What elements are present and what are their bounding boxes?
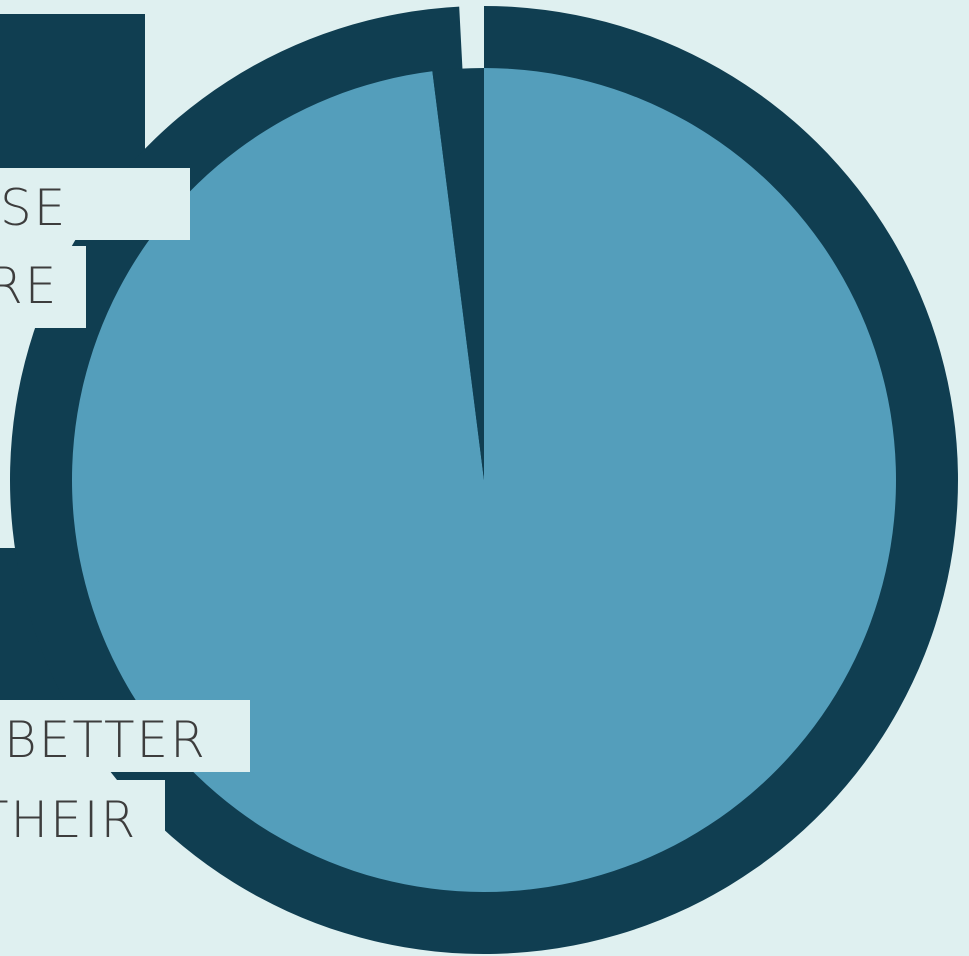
bottom-label-line1: BETTER [4,711,207,769]
bottom-label-line1-box: BETTER [0,700,250,772]
top-label-line1: SE [0,179,68,237]
top-dark-block [0,14,145,169]
top-label-line2-box: RE [0,246,86,328]
top-label-line1-box: SE [0,168,190,240]
bottom-label-line2: THEIR [0,791,138,849]
pie-slice-2 [432,68,484,480]
bottom-label-line2-box: THEIR [0,780,165,860]
pie-slice-1 [71,68,897,893]
top-label-line2: RE [0,257,59,315]
